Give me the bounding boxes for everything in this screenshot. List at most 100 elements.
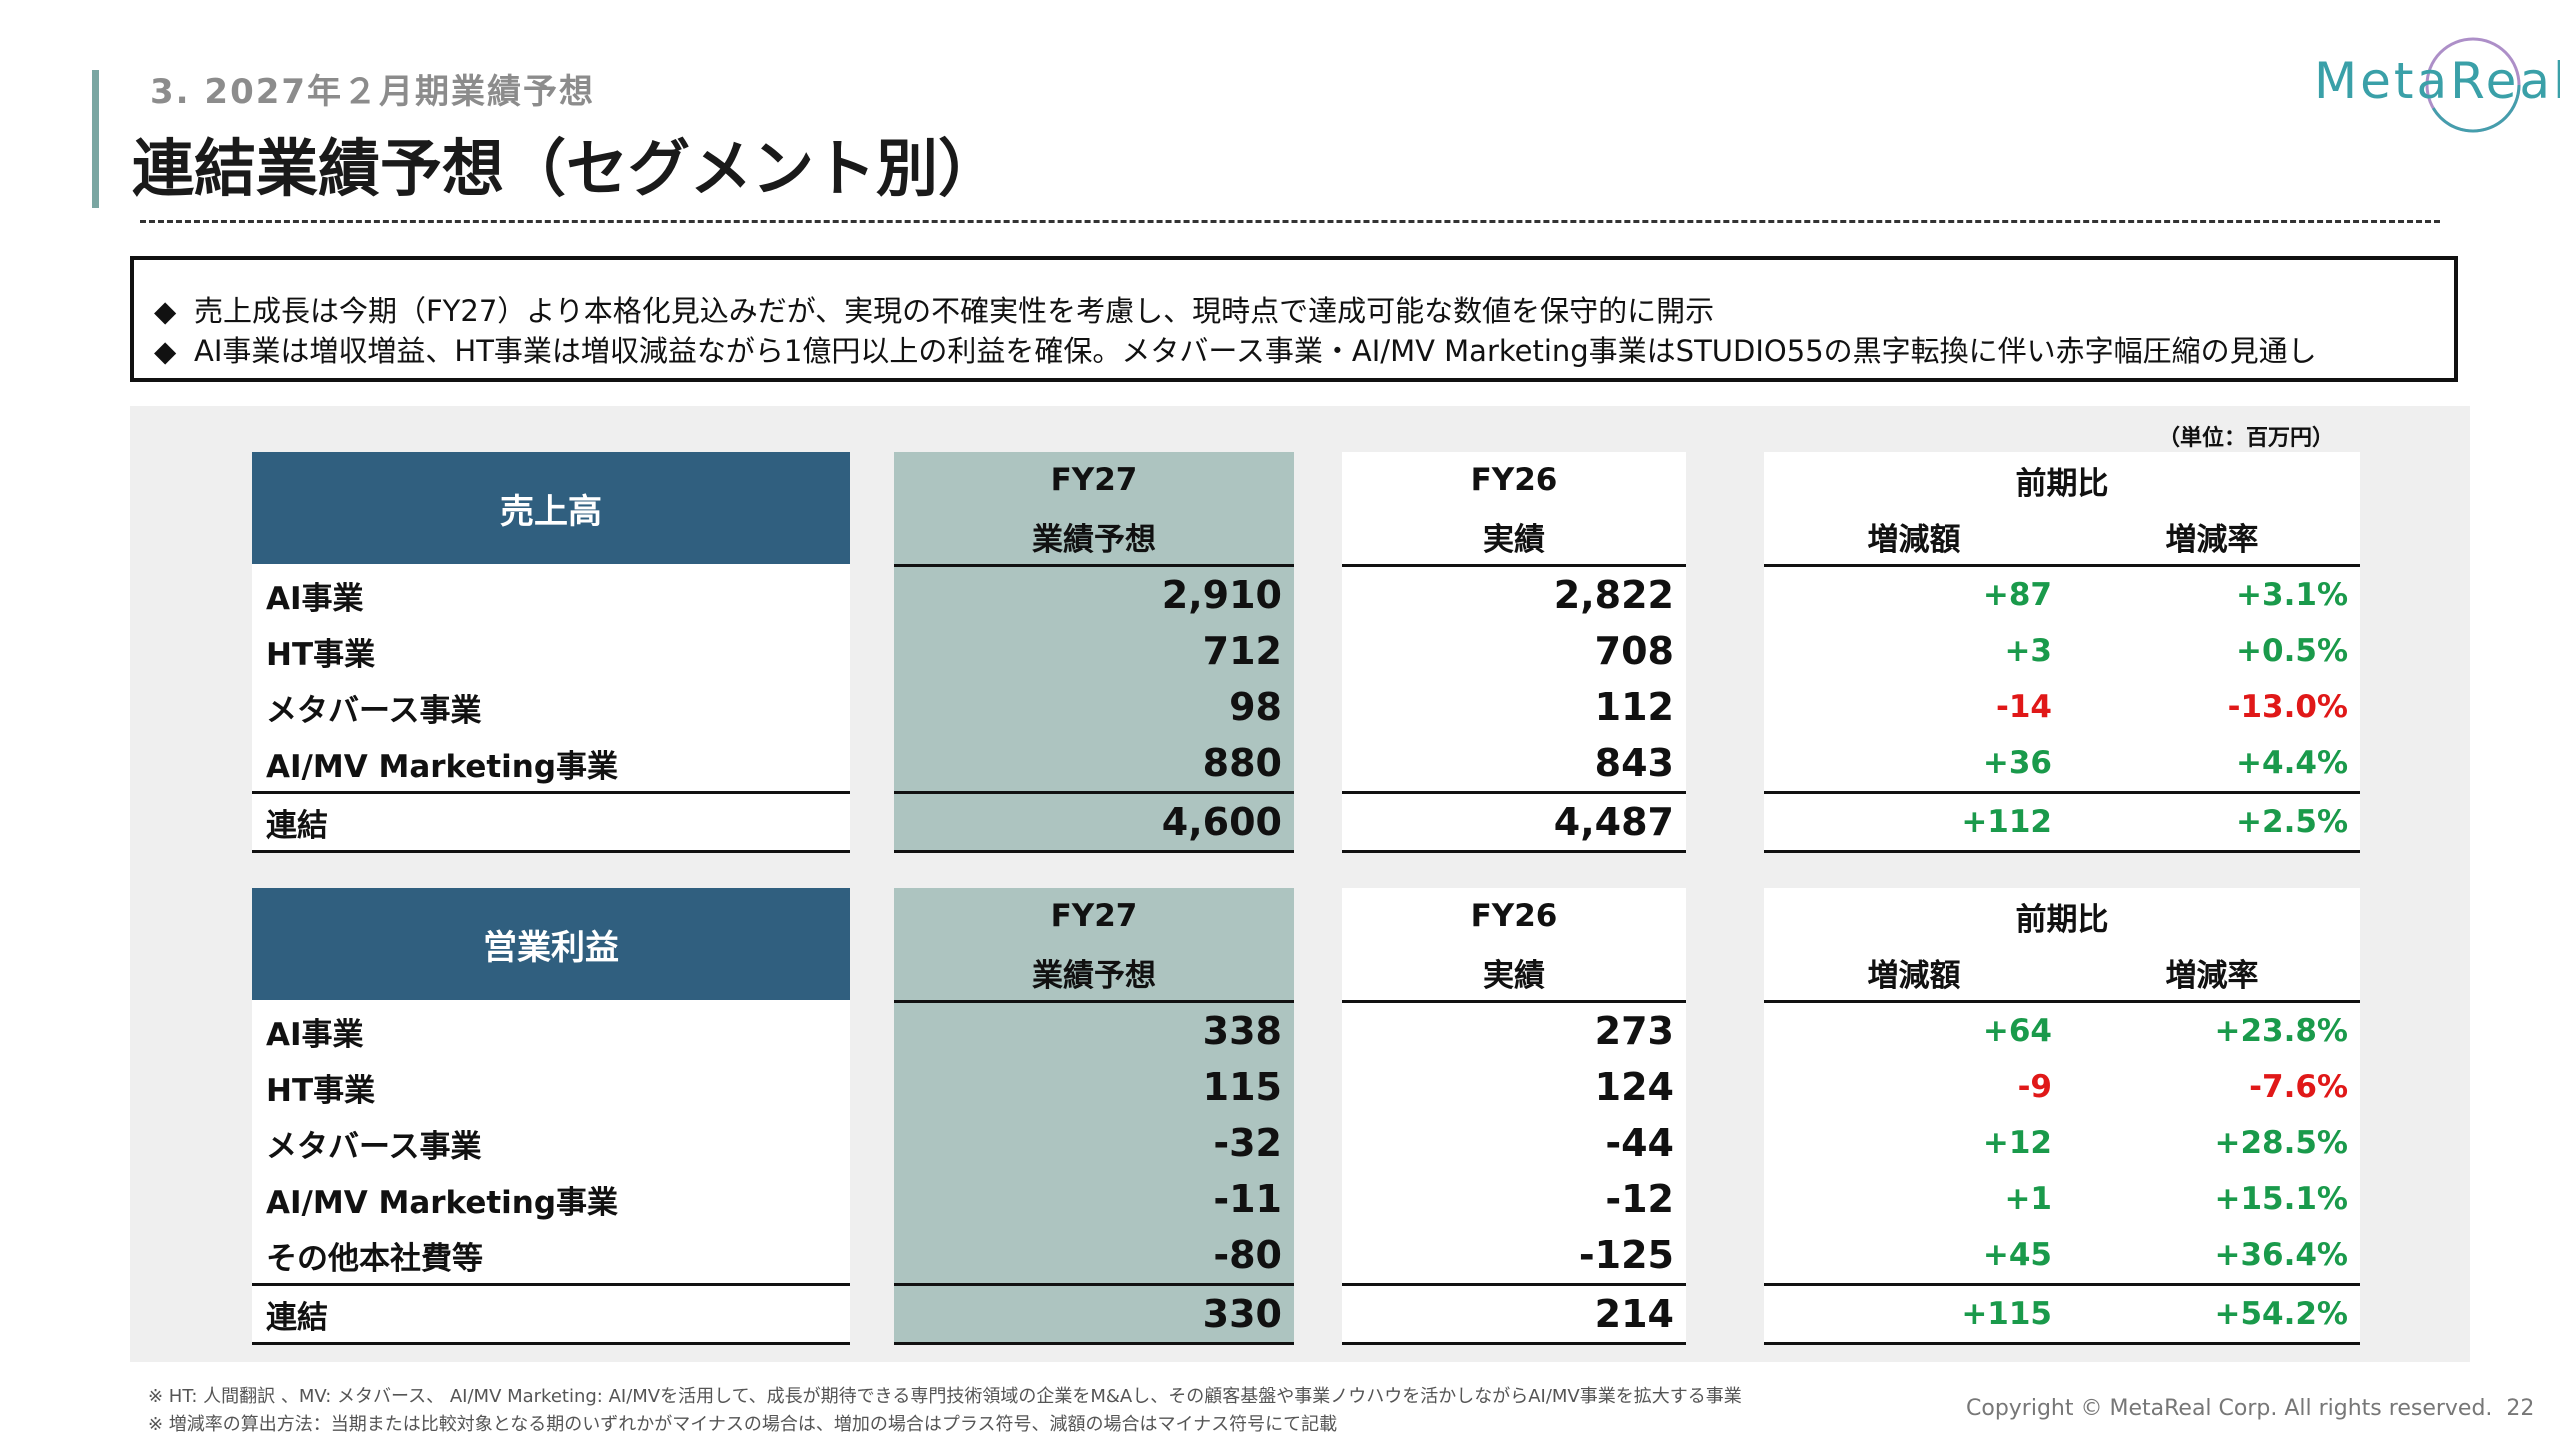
col-fy26: FY26 <box>1342 452 1686 508</box>
fy26-value: 273 <box>1342 1001 1686 1059</box>
col-fy26-sub: 実績 <box>1342 944 1686 1003</box>
copyright: Copyright © MetaReal Corp. All rights re… <box>1966 1396 2535 1421</box>
metareal-logo: MetaReal <box>2300 30 2560 140</box>
rate-value: +23.8% <box>2064 1001 2360 1059</box>
col-fy27-sub: 業績予想 <box>894 508 1294 567</box>
table-row: AI事業 2,910 2,822 +87 +3.1% <box>252 565 2360 623</box>
dashed-divider <box>140 220 2440 223</box>
table-row: その他本社費等 -80 -125 +45 +36.4% <box>252 1227 2360 1285</box>
sales-table: 売上高 FY27 FY26 前期比 業績予想 実績 増減額 増減率 AI事業 2,… <box>252 452 2360 853</box>
unit-label: （単位：百万円） <box>2158 426 2335 451</box>
col-rate: 増減率 <box>2064 944 2360 1003</box>
diff-value: +112 <box>1764 791 2064 853</box>
table-row: 連結 4,600 4,487 +112 +2.5% <box>252 791 2360 853</box>
table-row: HT事業 115 124 -9 -7.6% <box>252 1059 2360 1115</box>
row-label: メタバース事業 <box>252 1115 850 1171</box>
rate-value: +3.1% <box>2064 565 2360 623</box>
diff-value: +12 <box>1764 1115 2064 1171</box>
fy27-value: 330 <box>894 1283 1294 1345</box>
col-fy26-sub: 実績 <box>1342 508 1686 567</box>
fy27-value: -32 <box>894 1115 1294 1171</box>
profit-header: 営業利益 <box>252 888 850 1003</box>
table-row: メタバース事業 -32 -44 +12 +28.5% <box>252 1115 2360 1171</box>
fy26-value: -12 <box>1342 1171 1686 1227</box>
page-title: 連結業績予想（セグメント別） <box>132 132 1001 205</box>
section-subtitle: 3. 2027年２月期業績予想 <box>150 72 596 112</box>
fy27-value: 98 <box>894 679 1294 735</box>
table-row: HT事業 712 708 +3 +0.5% <box>252 623 2360 679</box>
col-diff: 増減額 <box>1764 944 2064 1003</box>
fy26-value: -44 <box>1342 1115 1686 1171</box>
col-fy27: FY27 <box>894 452 1294 508</box>
accent-bar <box>92 70 99 208</box>
row-label: 連結 <box>252 791 850 853</box>
fy27-value: 115 <box>894 1059 1294 1115</box>
row-label: AI事業 <box>252 565 850 623</box>
logo-text: MetaReal <box>2314 52 2560 110</box>
diff-value: -9 <box>1764 1059 2064 1115</box>
table-row: メタバース事業 98 112 -14 -13.0% <box>252 679 2360 735</box>
fy26-value: 2,822 <box>1342 565 1686 623</box>
rate-value: +0.5% <box>2064 623 2360 679</box>
fy27-value: 4,600 <box>894 791 1294 853</box>
footnote-1: ※ HT: 人間翻訳 、MV: メタバース、 AI/MV Marketing: … <box>148 1386 1742 1407</box>
rate-value: +2.5% <box>2064 791 2360 853</box>
fy27-value: 2,910 <box>894 565 1294 623</box>
diamond-bullet-icon: ◆ <box>154 294 177 328</box>
fy27-value: -11 <box>894 1171 1294 1227</box>
diff-value: +87 <box>1764 565 2064 623</box>
row-label: HT事業 <box>252 623 850 679</box>
row-label: メタバース事業 <box>252 679 850 735</box>
profit-table: 営業利益 FY27 FY26 前期比 業績予想 実績 増減額 増減率 AI事業 3… <box>252 888 2360 1345</box>
col-compare: 前期比 <box>1764 888 2360 944</box>
summary-box: ◆ 売上成長は今期（FY27）より本格化見込みだが、実現の不確実性を考慮し、現時点… <box>130 256 2458 382</box>
table-row: AI/MV Marketing事業 880 843 +36 +4.4% <box>252 735 2360 793</box>
diff-value: +45 <box>1764 1227 2064 1285</box>
col-fy26: FY26 <box>1342 888 1686 944</box>
fy26-value: 843 <box>1342 735 1686 793</box>
fy27-value: 880 <box>894 735 1294 793</box>
fy27-value: -80 <box>894 1227 1294 1285</box>
row-label: AI/MV Marketing事業 <box>252 1171 850 1227</box>
fy27-value: 338 <box>894 1001 1294 1059</box>
sales-header: 売上高 <box>252 452 850 567</box>
rate-value: +4.4% <box>2064 735 2360 793</box>
fy26-value: -125 <box>1342 1227 1686 1285</box>
rate-value: +28.5% <box>2064 1115 2360 1171</box>
diff-value: +64 <box>1764 1001 2064 1059</box>
row-label: AI事業 <box>252 1001 850 1059</box>
table-row: AI事業 338 273 +64 +23.8% <box>252 1001 2360 1059</box>
row-label: AI/MV Marketing事業 <box>252 735 850 793</box>
fy26-value: 112 <box>1342 679 1686 735</box>
table-row: 連結 330 214 +115 +54.2% <box>252 1283 2360 1345</box>
col-fy27-sub: 業績予想 <box>894 944 1294 1003</box>
summary-line-2: ◆ AI事業は増収増益、HT事業は増収減益ながら1億円以上の利益を確保。メタバース… <box>154 334 2317 368</box>
rate-value: +15.1% <box>2064 1171 2360 1227</box>
diff-value: +3 <box>1764 623 2064 679</box>
fy26-value: 214 <box>1342 1283 1686 1345</box>
table-row: AI/MV Marketing事業 -11 -12 +1 +15.1% <box>252 1171 2360 1227</box>
fy26-value: 124 <box>1342 1059 1686 1115</box>
diff-value: +115 <box>1764 1283 2064 1345</box>
diff-value: +36 <box>1764 735 2064 793</box>
diff-value: +1 <box>1764 1171 2064 1227</box>
col-fy27: FY27 <box>894 888 1294 944</box>
diamond-bullet-icon: ◆ <box>154 334 177 368</box>
col-rate: 増減率 <box>2064 508 2360 567</box>
row-label: 連結 <box>252 1283 850 1345</box>
row-label: その他本社費等 <box>252 1227 850 1285</box>
fy26-value: 4,487 <box>1342 791 1686 853</box>
rate-value: -7.6% <box>2064 1059 2360 1115</box>
col-diff: 増減額 <box>1764 508 2064 567</box>
diff-value: -14 <box>1764 679 2064 735</box>
page-number: 22 <box>2506 1396 2535 1421</box>
fy26-value: 708 <box>1342 623 1686 679</box>
col-compare: 前期比 <box>1764 452 2360 508</box>
footnote-2: ※ 増減率の算出方法：当期または比較対象となる期のいずれかがマイナスの場合は、増… <box>148 1414 1338 1435</box>
logo-circle-icon <box>2425 37 2521 133</box>
row-label: HT事業 <box>252 1059 850 1115</box>
rate-value: +36.4% <box>2064 1227 2360 1285</box>
fy27-value: 712 <box>894 623 1294 679</box>
rate-value: +54.2% <box>2064 1283 2360 1345</box>
rate-value: -13.0% <box>2064 679 2360 735</box>
